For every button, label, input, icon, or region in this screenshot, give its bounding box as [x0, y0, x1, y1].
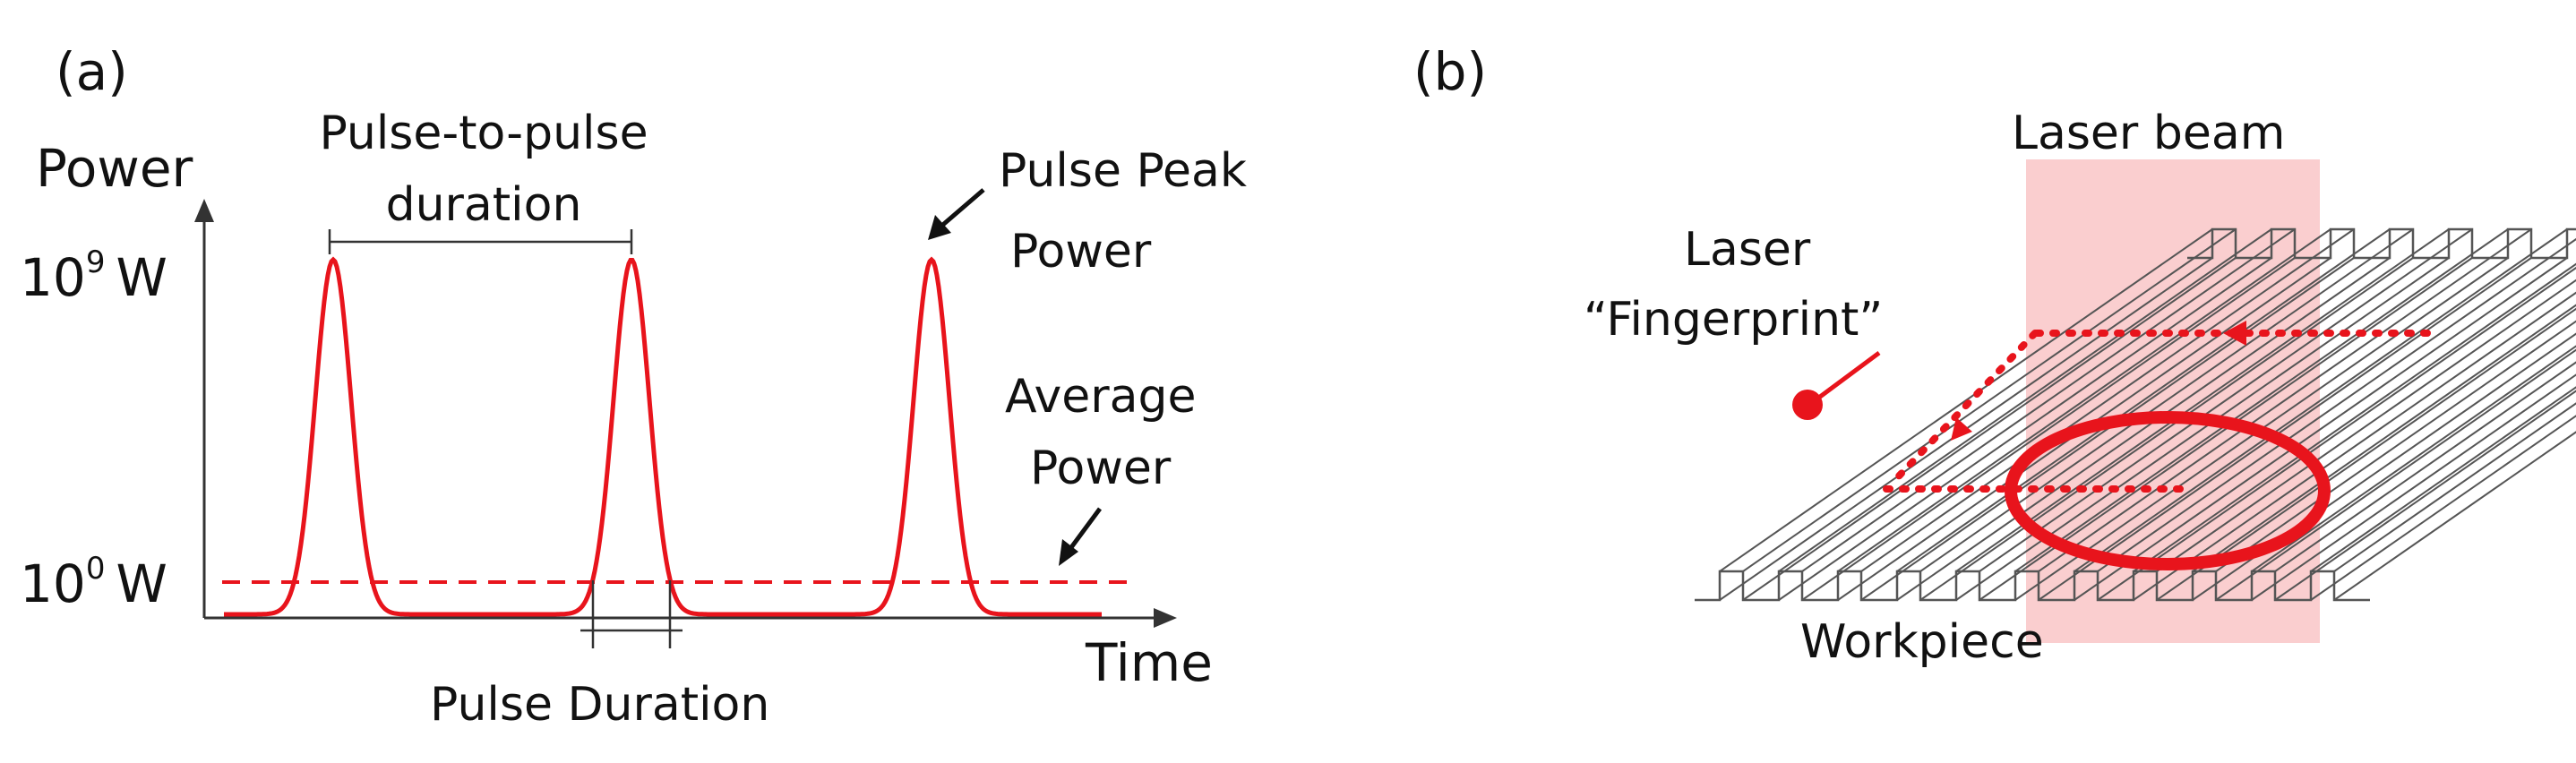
panel-b-tag: (b) [1413, 41, 1487, 102]
ytick-low: 100 W [20, 551, 167, 614]
fingerprint-label-line2: “Fingerprint” [1584, 293, 1883, 347]
average-power-arrow [1059, 507, 1103, 566]
panel-b: (b) Laser beam Laser “Fingerprint” Workp… [1413, 41, 2576, 669]
average-power-label-line2: Power [1030, 442, 1172, 495]
pulse-to-pulse-label-line2: duration [386, 178, 582, 232]
ytick-high: 109 W [20, 244, 167, 308]
y-axis-arrowhead [194, 199, 214, 222]
pulse-duration-label: Pulse Duration [430, 678, 769, 732]
y-axis-label: Power [36, 138, 193, 199]
pulse-train-curve [224, 256, 1102, 617]
panel-a-tag: (a) [56, 41, 128, 102]
average-power-label-line1: Average [1005, 370, 1197, 424]
laser-scan-path [1883, 321, 2431, 493]
x-axis-arrowhead [1154, 608, 1177, 628]
fingerprint-label-line1: Laser [1684, 223, 1811, 277]
peak-power-label-line2: Power [1010, 225, 1152, 279]
x-axis-label: Time [1085, 632, 1213, 693]
laser-spot-ellipse [2005, 411, 2331, 570]
panel-a: (a) Power Time 109 W 100 W Pulse-to-pulse … [20, 41, 1247, 732]
peak-power-arrow [928, 188, 985, 240]
workpiece-label: Workpiece [1800, 615, 2044, 669]
laser-beam-label: Laser beam [2012, 107, 2285, 160]
peak-power-label-line1: Pulse Peak [999, 144, 1247, 198]
fingerprint-pointer [1792, 350, 1881, 420]
pulse-duration-bracket [580, 580, 683, 648]
pulse-to-pulse-label-line1: Pulse-to-pulse [319, 107, 648, 160]
pulse-to-pulse-bracket [328, 229, 633, 254]
